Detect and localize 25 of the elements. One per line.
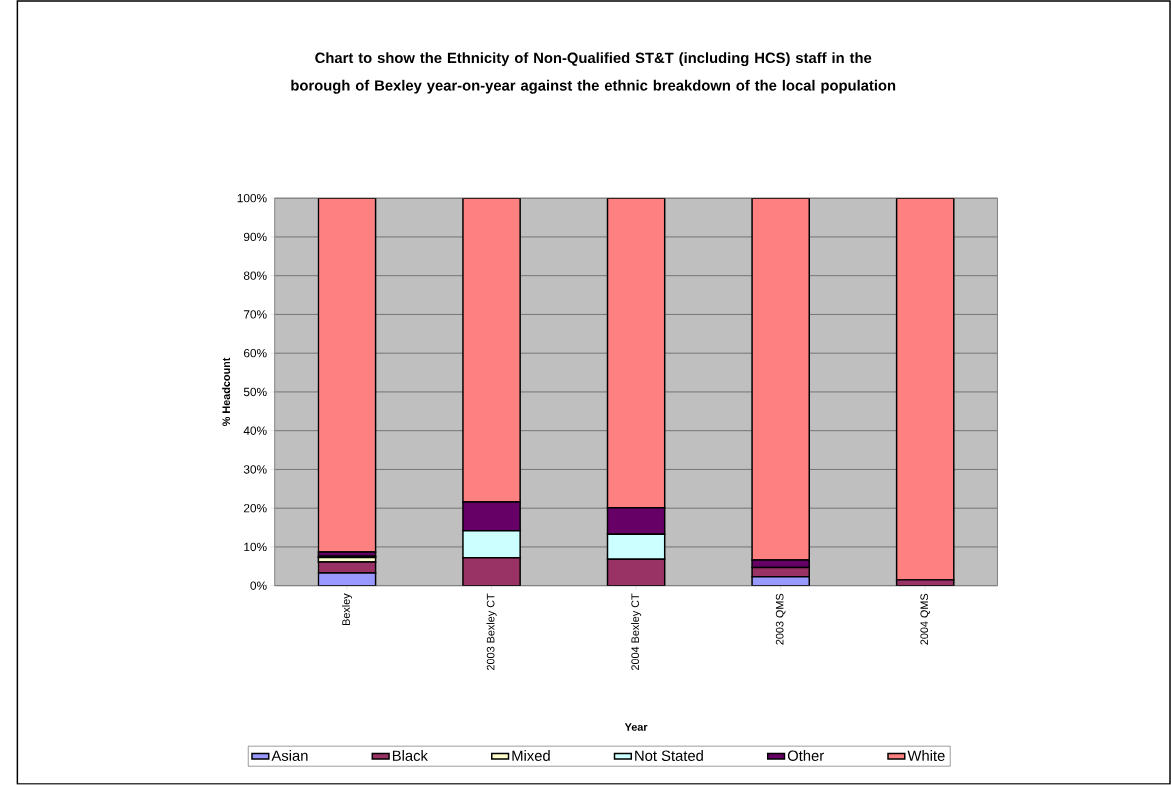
y-axis-title: % Headcount (222, 357, 231, 427)
y-tick-label: 50% (243, 387, 267, 397)
y-tick-label: 40% (243, 426, 267, 435)
x-tick-label: 2003 Bexley CT (486, 593, 497, 671)
legend-label: Asian (271, 750, 308, 762)
legend-label: Black (392, 750, 428, 762)
x-tick-label: Bexley (341, 593, 353, 626)
y-tick-label: 70% (243, 310, 267, 319)
x-axis-title: Year (624, 723, 648, 731)
y-tick-label: 10% (244, 542, 267, 552)
legend-label: White (907, 750, 945, 762)
y-tick-label: 90% (243, 232, 267, 242)
x-tick-label: 2003 QMS (775, 593, 786, 645)
legend-label: Other (787, 750, 824, 762)
chart-title: Chart to show the Ethnicity of Non-Qualified ST&T (including HCS) staff in the borough of Bexley year-on-year against the ethnic breakdown of the local population (291, 52, 896, 94)
y-tick-label: 60% (243, 349, 267, 358)
x-tick-label: 2004 Bexley CT (631, 593, 642, 671)
y-tick-label: 80% (243, 271, 267, 280)
x-tick-label: 2004 QMS (920, 593, 931, 645)
y-tick-label: 30% (243, 465, 267, 474)
y-tick-label: 20% (243, 504, 267, 513)
y-tick-label: 100% (237, 194, 267, 203)
y-tick-label: 0% (250, 581, 267, 590)
legend-label: Mixed (512, 750, 550, 762)
legend-label: Not Stated (635, 750, 703, 762)
